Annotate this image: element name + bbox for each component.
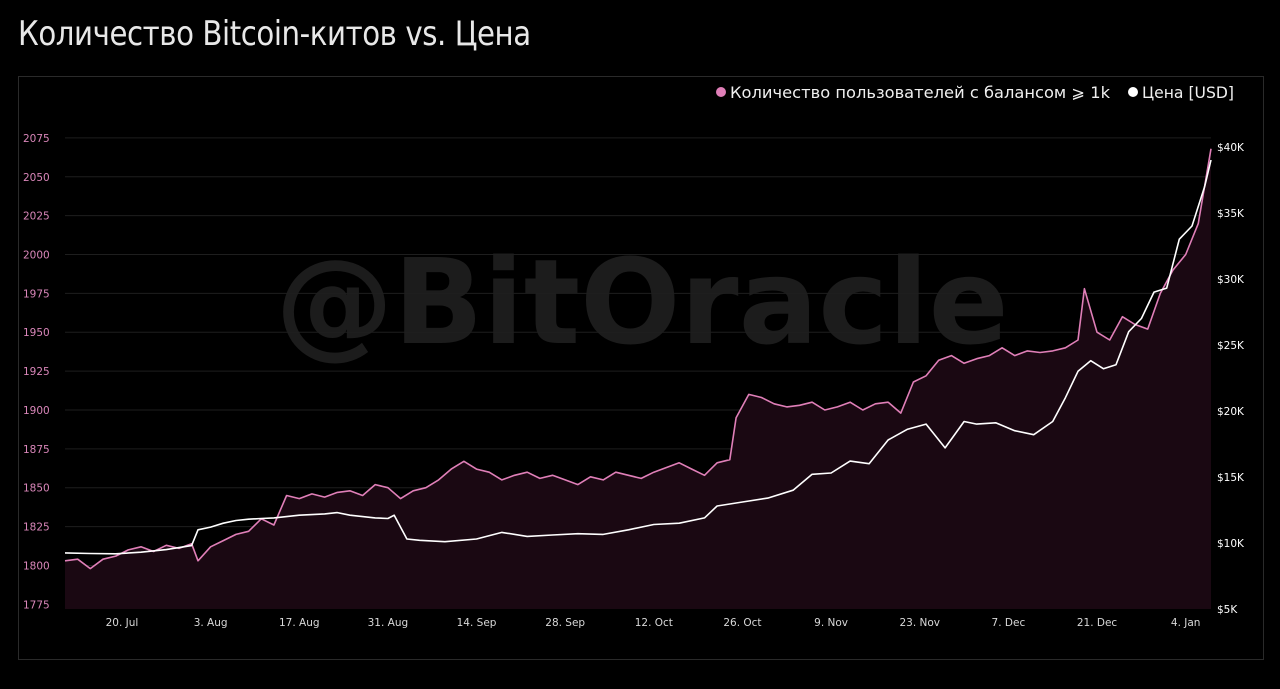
x-tick-label: 9. Nov [814,617,848,629]
x-tick-label: 17. Aug [279,617,320,629]
y-right-tick-label: $20K [1217,406,1245,418]
x-tick-label: 21. Dec [1077,617,1118,629]
legend-label-whales: Количество пользователей с балансом ⩾ 1k [730,83,1111,102]
x-tick-label: 26. Oct [723,617,761,629]
x-tick-label: 7. Dec [992,617,1026,629]
legend-marker-whales [716,87,726,97]
y-left-tick-label: 2075 [23,133,50,145]
y-left-tick-label: 1900 [23,405,50,417]
watermark: @BitOracle [275,233,1008,371]
price-series-line [64,159,1212,555]
chart-panel: @BitOracle 1775 1800 1825 1850 1875 1900 1925 19… [18,76,1264,660]
x-tick-label: 28. Sep [545,617,585,629]
legend-marker-price [1128,87,1138,97]
chart-canvas: @BitOracle 1775 1800 1825 1850 1875 1900 1925 19… [23,83,1245,629]
whales-series-line [64,148,1212,570]
y-right-tick-label: $25K [1217,340,1245,352]
y-left-tick-label: 1975 [23,288,50,300]
y-left-tick-label: 1950 [23,327,50,339]
y-left-tick-label: 2000 [23,249,50,261]
y-left-tick-label: 2050 [23,172,50,184]
y-left-tick-label: 1825 [23,522,50,534]
y-right-tick-label: $30K [1217,274,1245,286]
y-right-tick-label: $15K [1217,472,1245,484]
y-right-tick-label: $35K [1217,208,1245,220]
y-left-tick-label: 1775 [23,599,50,611]
y-right-tick-label: $5K [1217,604,1238,616]
legend-label-price: Цена [USD] [1142,83,1234,102]
x-tick-label: 12. Oct [635,617,673,629]
y-right-tick-label: $40K [1217,142,1245,154]
x-tick-label: 4. Jan [1171,617,1201,629]
y-left-tick-label: 1850 [23,483,50,495]
chart-title: Количество Bitcoin-китов vs. Цена [18,14,531,54]
x-tick-label: 23. Nov [899,617,940,629]
y-left-tick-label: 1925 [23,366,50,378]
x-tick-label: 31. Aug [368,617,409,629]
x-tick-label: 3. Aug [194,617,228,629]
y-right-tick-label: $10K [1217,538,1245,550]
whales-area [65,148,1211,610]
y-left-tick-label: 2025 [23,211,50,223]
y-left-tick-label: 1800 [23,560,50,572]
x-tick-label: 14. Sep [457,617,497,629]
y-left-tick-label: 1875 [23,444,50,456]
x-tick-label: 20. Jul [106,617,139,629]
